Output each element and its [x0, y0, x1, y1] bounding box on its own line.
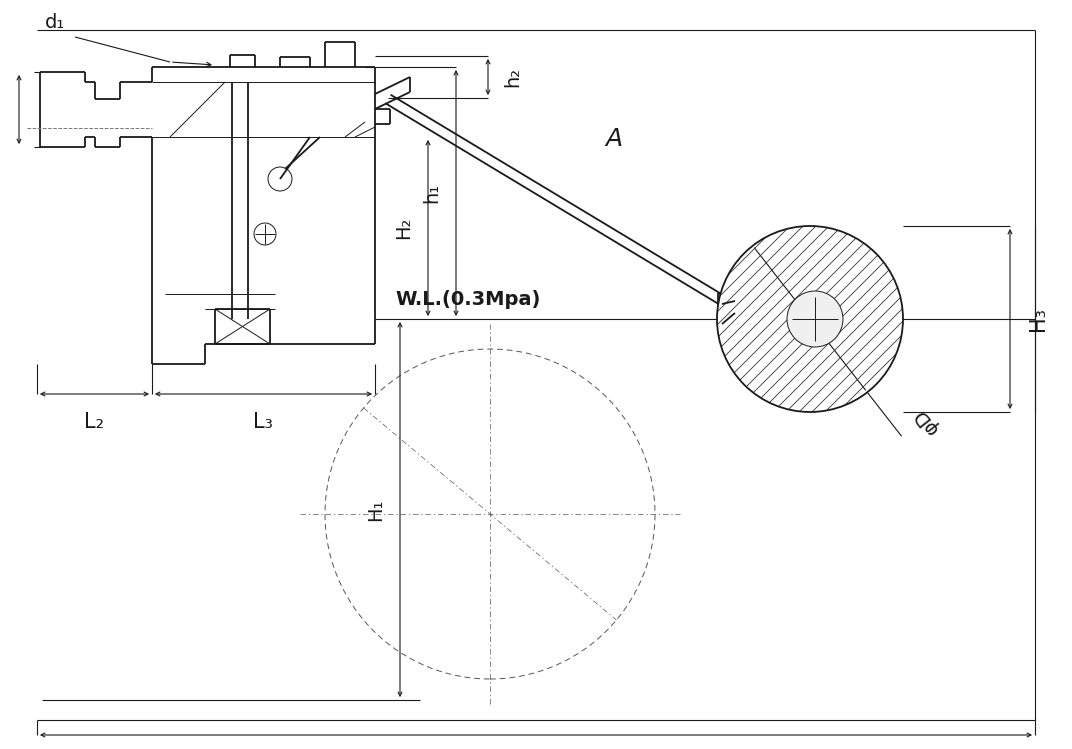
- Text: L₂: L₂: [84, 412, 104, 432]
- Text: H₃: H₃: [1028, 307, 1048, 331]
- Text: A: A: [606, 127, 623, 151]
- Text: W.L.(0.3Mpa): W.L.(0.3Mpa): [394, 290, 540, 309]
- Text: d₁: d₁: [45, 13, 65, 32]
- Text: φD: φD: [909, 404, 941, 438]
- Text: H₁: H₁: [366, 499, 385, 521]
- Text: h₁: h₁: [422, 183, 441, 203]
- Circle shape: [717, 226, 903, 412]
- Circle shape: [787, 291, 843, 347]
- Text: L₃: L₃: [253, 412, 273, 432]
- Text: h₂: h₂: [503, 67, 522, 87]
- Text: H₂: H₂: [394, 216, 413, 239]
